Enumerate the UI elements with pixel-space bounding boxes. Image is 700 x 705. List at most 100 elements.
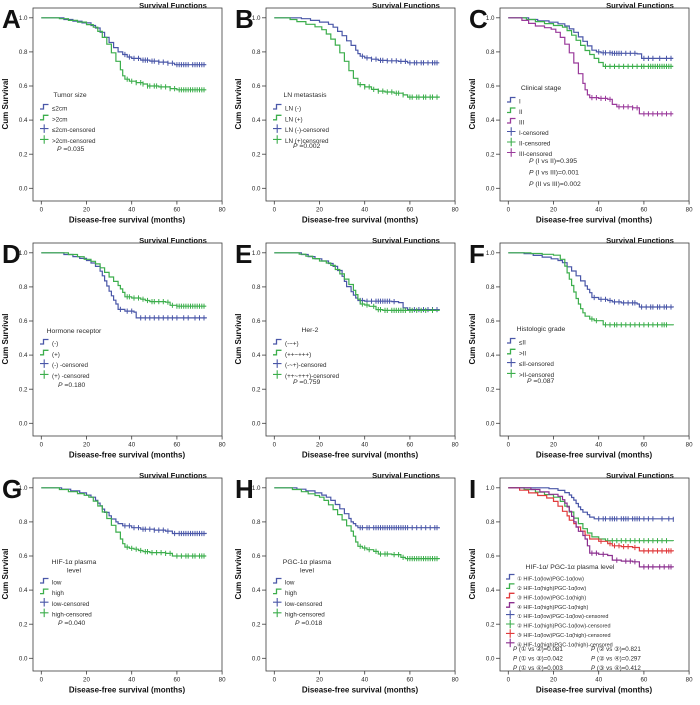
x-tick-label: 0 (40, 676, 44, 683)
panel-letter: A (2, 4, 21, 34)
legend-item-label: II-censored (519, 141, 551, 148)
y-tick-label: 0.8 (19, 519, 28, 526)
legend-censor-swatch (506, 127, 516, 136)
y-tick-label: 0.8 (252, 49, 261, 56)
x-tick-label: 20 (83, 441, 90, 448)
y-axis-label: Cum Survival (234, 548, 243, 599)
y-tick-label: 0.0 (252, 185, 261, 192)
y-tick-label: 0.6 (486, 83, 495, 90)
y-tick-label: 0.4 (19, 117, 28, 124)
x-axis-label: Disease-free survival (months) (536, 215, 653, 224)
legend-censor-swatch (273, 597, 282, 607)
y-tick-label: 0.8 (252, 284, 261, 291)
panel-letter: C (469, 4, 488, 34)
x-tick-label: 80 (685, 676, 692, 683)
x-tick-label: 0 (273, 676, 277, 683)
x-tick-label: 0 (40, 441, 44, 448)
x-tick-label: 40 (128, 441, 135, 448)
panel-E-chart: E Survival Functions 0.0 0.2 0.4 0.6 0.8 1.0 0 20… (234, 236, 459, 459)
legend-title: HIF-1α plasma (52, 559, 97, 566)
y-axis-label: Cum Survival (468, 78, 477, 129)
legend-item-label: (-~+)-censored (285, 362, 327, 369)
x-tick-label: 20 (316, 676, 323, 683)
survival-curve-④ HIF-1α(high)PGC-1α(high) (507, 487, 674, 568)
y-tick-label: 0.2 (486, 151, 495, 158)
censor-marks-LN (+) (360, 82, 438, 100)
legend-line-swatch (39, 577, 49, 584)
x-axis-label: Disease-free survival (months) (302, 685, 419, 694)
x-tick-label: 80 (452, 206, 459, 213)
x-tick-label: 20 (83, 676, 90, 683)
x-tick-label: 20 (550, 441, 557, 448)
legend-item-label: (-) -censored (52, 362, 88, 369)
panel-G-chart: G Survival Functions 0.0 0.2 0.4 0.6 0.8 1.0 0 20… (1, 471, 226, 694)
legend-title: level (300, 568, 314, 575)
x-tick-label: 20 (316, 206, 323, 213)
y-tick-label: 0.0 (19, 655, 28, 662)
p-value: P (I vs II)=0.395 (529, 158, 577, 165)
y-tick-label: 0.0 (486, 185, 495, 192)
x-axis-label: Disease-free survival (months) (302, 215, 419, 224)
censor-marks-I (597, 49, 672, 62)
legend-line-swatch (39, 349, 49, 356)
legend-item-label: ① HIF-1α(low)PGC-1α(low) (517, 577, 584, 583)
y-tick-label: 0.0 (252, 420, 261, 427)
legend-line-swatch (39, 114, 49, 121)
legend-censor-swatch (505, 610, 515, 619)
censor-marks-(++~+++) (362, 301, 434, 314)
survival-curve-high (274, 487, 441, 560)
legend-title: PGC-1α plasma (283, 559, 332, 566)
legend-item-label: (+) -censored (52, 373, 90, 380)
chart-title: Survival Functions (372, 236, 440, 245)
panel-letter: F (469, 239, 485, 269)
x-tick-label: 80 (452, 676, 459, 683)
legend-censor-swatch (505, 629, 515, 638)
legend-censor-swatch (39, 370, 49, 379)
legend-item-label: ② HIF-1α(high)PGC-1α(low) (517, 585, 586, 592)
legend-line-swatch (273, 349, 282, 356)
plot-area (32, 7, 223, 202)
censor-marks-II (604, 63, 672, 70)
legend-item-label: >II-censored (519, 372, 555, 379)
censor-marks-high (360, 543, 438, 562)
legend-censor-swatch (506, 137, 516, 147)
plot-area (32, 242, 223, 437)
legend-item-label: I-censored (519, 130, 549, 137)
legend-title: Hormone receptor (47, 328, 102, 335)
legend-censor-swatch (506, 369, 516, 378)
legend-line-swatch (39, 103, 49, 110)
y-axis-label: Cum Survival (468, 313, 477, 364)
p-value: P =0.087 (527, 378, 555, 385)
plot-area (32, 477, 223, 672)
survival-curve-≤2cm (41, 17, 207, 66)
legend-item-label: high (285, 590, 297, 597)
panel-letter: D (2, 239, 21, 269)
x-tick-label: 0 (506, 206, 510, 213)
censor-marks-≤2cm (124, 51, 205, 68)
censor-marks-① HIF-1α(low)PGC-1α(low) (597, 516, 674, 522)
plot-area (499, 477, 690, 672)
x-tick-label: 60 (640, 206, 647, 213)
panel-B: B Survival Functions 0.0 0.2 0.4 0.6 0.8 1.0 0 20… (233, 0, 467, 235)
x-tick-label: 0 (40, 206, 44, 213)
x-tick-label: 40 (362, 441, 369, 448)
y-tick-label: 0.4 (486, 117, 495, 124)
y-tick-label: 0.8 (19, 49, 28, 56)
panel-G: G Survival Functions 0.0 0.2 0.4 0.6 0.8 1.0 0 20… (0, 470, 234, 705)
legend-item-label: (++~+++) (285, 351, 311, 358)
y-tick-label: 0.8 (19, 284, 28, 291)
legend-line-swatch (505, 583, 515, 590)
survival-curve-(++~+++) (274, 252, 441, 312)
y-axis-label: Cum Survival (1, 548, 10, 599)
legend-item-label: I (519, 99, 521, 106)
y-tick-label: 1.0 (19, 250, 28, 257)
x-tick-label: 60 (407, 206, 414, 213)
chart-title: Survival Functions (606, 236, 674, 245)
panel-letter: I (469, 474, 476, 504)
y-tick-label: 0.4 (19, 587, 28, 594)
legend-item-label: ≤2cm-censored (52, 127, 96, 134)
y-axis-label: Cum Survival (234, 313, 243, 364)
y-axis-label: Cum Survival (1, 313, 10, 364)
panel-E: E Survival Functions 0.0 0.2 0.4 0.6 0.8 1.0 0 20… (233, 235, 467, 470)
